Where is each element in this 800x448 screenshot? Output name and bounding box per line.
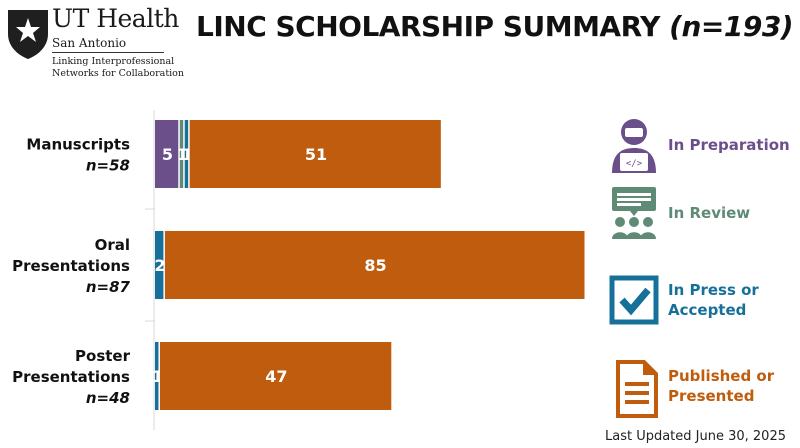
legend-label-in-review: In Review <box>668 203 750 223</box>
category-label: Oral <box>95 236 130 254</box>
logo-subtitle: San Antonio <box>52 36 127 50</box>
logo-tagline-line-1: Linking Interprofessional <box>52 56 175 67</box>
legend-text: Accepted <box>668 301 747 319</box>
document-icon <box>616 360 658 418</box>
bar-value-label: 51 <box>305 145 327 164</box>
title-text: LINC SCHOLARSHIP SUMMARY <box>196 10 660 43</box>
ut-health-logo: UT Health San Antonio Linking Interprofe… <box>6 4 184 92</box>
legend-text: In Preparation <box>668 136 790 154</box>
legend-label-published: Published or Presented <box>668 366 774 406</box>
logo-name: UT Health <box>52 4 179 33</box>
legend-text: Presented <box>668 387 755 405</box>
bar-value-label: 47 <box>265 367 287 386</box>
bar-value-label: 1 <box>152 367 163 386</box>
bar-segment <box>155 120 179 188</box>
bar-segment <box>184 120 189 188</box>
bar-segment <box>155 342 159 410</box>
bar-value-label: 1 <box>182 145 193 164</box>
legend-published: Published or Presented <box>606 360 796 430</box>
category-label: Manuscripts <box>26 136 130 154</box>
logo-tagline-line-2: Networks for Collaboration <box>52 68 185 79</box>
title-count: (n=193) <box>669 10 794 43</box>
page-title: LINC SCHOLARSHIP SUMMARY (n=193) <box>196 10 794 43</box>
person-laptop-icon: </> <box>612 119 656 173</box>
legend-text: Published or <box>668 367 775 385</box>
logo-divider <box>52 52 164 53</box>
legend-in-press: In Press or Accepted <box>606 274 796 344</box>
category-count-label: n=48 <box>86 389 130 407</box>
bar-segment <box>155 231 164 299</box>
bar-value-label: 5 <box>162 145 173 164</box>
bar-segment <box>179 120 184 188</box>
legend-text: In Review <box>668 204 751 222</box>
legend-in-review: In Review <box>606 185 796 255</box>
legend-label-in-press: In Press or Accepted <box>668 280 759 320</box>
category-count-label: n=58 <box>86 157 130 175</box>
legend-label-in-preparation: In Preparation <box>668 135 790 155</box>
category-label: Poster <box>75 347 131 365</box>
svg-text:</>: </> <box>626 159 643 169</box>
bar-value-label: 85 <box>364 256 386 275</box>
bar-value-label: 1 <box>177 145 188 164</box>
category-count-label: n=87 <box>86 278 131 296</box>
bar-segment <box>159 342 392 410</box>
bar-segment <box>164 231 585 299</box>
legend-text: In Press or <box>668 281 759 299</box>
last-updated: Last Updated June 30, 2025 <box>604 429 786 444</box>
group-review-icon <box>612 187 656 239</box>
category-label: Presentations <box>12 368 130 386</box>
checkbox-icon <box>609 275 659 325</box>
category-label: Presentations <box>12 257 130 275</box>
logo-tagline: Linking Interprofessional Networks for C… <box>52 56 184 80</box>
bar-value-label: 2 <box>154 256 165 275</box>
legend-in-preparation: </> In Preparation <box>606 115 796 185</box>
bar-segment <box>189 120 441 188</box>
shield-icon <box>8 10 48 59</box>
